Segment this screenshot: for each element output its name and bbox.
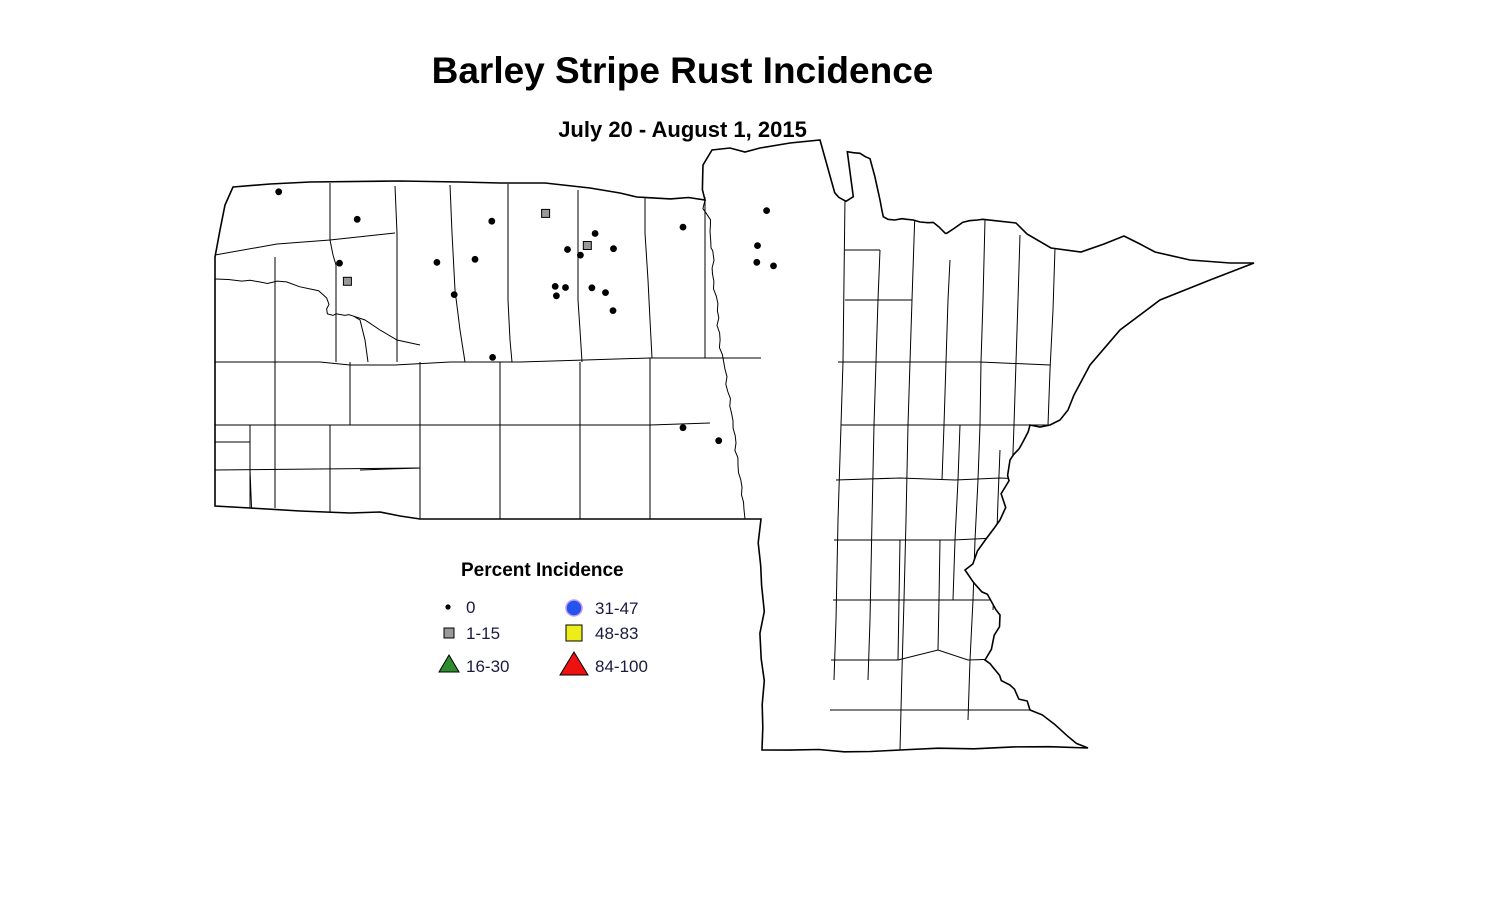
svg-text:1-15: 1-15 (466, 624, 500, 643)
svg-text:16-30: 16-30 (466, 657, 509, 676)
svg-text:0: 0 (466, 598, 475, 617)
svg-text:84-100: 84-100 (595, 657, 648, 676)
svg-text:48-83: 48-83 (595, 624, 638, 643)
svg-text:31-47: 31-47 (595, 599, 638, 618)
svg-text:Percent Incidence: Percent Incidence (461, 560, 624, 581)
